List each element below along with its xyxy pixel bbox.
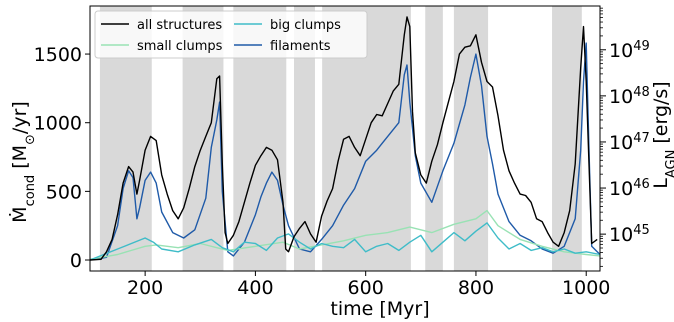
y-left-tick-label: 1500: [34, 44, 82, 66]
y-left-tick-label: 1000: [34, 113, 82, 135]
y-axis-left-ticks: 0 500 1000 1500: [34, 44, 90, 272]
y-axis-left-label: Ṁcond [M⊙/yr]: [8, 101, 38, 223]
series-lines: [89, 16, 601, 261]
x-tick-label: 400: [237, 277, 273, 299]
x-tick-label: 200: [127, 277, 163, 299]
series-line-big-clumps: [89, 222, 601, 261]
series-line-all-structures: [89, 16, 598, 261]
x-tick-label: 600: [348, 277, 384, 299]
legend-label-big-clumps: big clumps: [270, 18, 341, 33]
legend: all structures small clumps big clumps f…: [94, 10, 368, 59]
y-left-tick-label: 500: [46, 181, 82, 203]
x-tick-label: 1000: [562, 277, 610, 299]
shaded-interval: [425, 6, 443, 271]
y-axis-right-ticks: 1045 1046 1047 1048 1049: [600, 7, 650, 267]
y-axis-right-label: LAGN [erg/s]: [650, 81, 674, 188]
plot-frame: [89, 5, 601, 272]
legend-box: [94, 10, 368, 59]
y-left-tick-label: 0: [70, 250, 82, 272]
series-line-filaments: [89, 42, 601, 261]
x-axis-ticks: 200 400 600 800 1000: [127, 271, 610, 299]
y-right-tick-label: 1047: [609, 130, 650, 154]
x-tick-label: 800: [458, 277, 494, 299]
y-right-tick-label: 1049: [609, 38, 650, 62]
y-right-tick-label: 1048: [609, 84, 650, 108]
shaded-interval: [294, 6, 315, 271]
series-line-small-clumps: [89, 209, 601, 260]
x-axis-label: time [Myr]: [330, 298, 429, 320]
y-right-tick-label: 1045: [609, 223, 650, 247]
y-right-tick-label: 1046: [609, 177, 650, 201]
legend-label-filaments: filaments: [270, 39, 331, 54]
legend-label-small-clumps: small clumps: [137, 39, 223, 54]
legend-label-all-structures: all structures: [137, 18, 222, 33]
